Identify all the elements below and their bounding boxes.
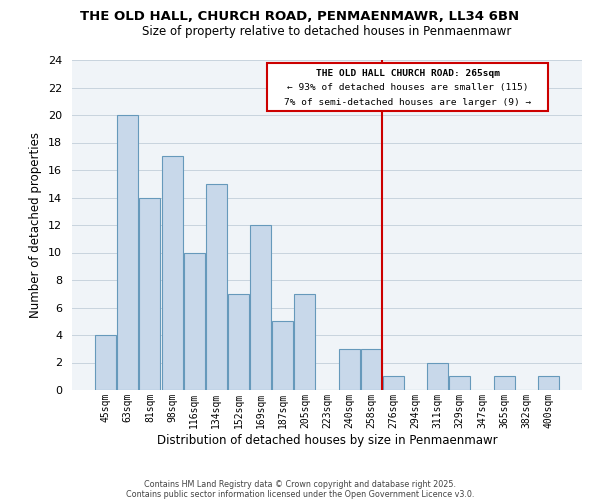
- FancyBboxPatch shape: [267, 62, 548, 111]
- Bar: [361, 349, 382, 390]
- Bar: [206, 184, 227, 390]
- Title: Size of property relative to detached houses in Penmaenmawr: Size of property relative to detached ho…: [142, 25, 512, 38]
- Bar: [383, 376, 404, 390]
- Bar: [272, 322, 293, 390]
- Bar: [228, 294, 249, 390]
- Bar: [95, 335, 116, 390]
- Bar: [538, 376, 559, 390]
- Text: Contains HM Land Registry data © Crown copyright and database right 2025.: Contains HM Land Registry data © Crown c…: [144, 480, 456, 489]
- Text: Contains public sector information licensed under the Open Government Licence v3: Contains public sector information licen…: [126, 490, 474, 499]
- Bar: [449, 376, 470, 390]
- Bar: [494, 376, 515, 390]
- Text: ← 93% of detached houses are smaller (115): ← 93% of detached houses are smaller (11…: [287, 84, 529, 92]
- Bar: [295, 294, 316, 390]
- Bar: [427, 362, 448, 390]
- Bar: [184, 252, 205, 390]
- Bar: [250, 225, 271, 390]
- Text: THE OLD HALL, CHURCH ROAD, PENMAENMAWR, LL34 6BN: THE OLD HALL, CHURCH ROAD, PENMAENMAWR, …: [80, 10, 520, 23]
- Bar: [139, 198, 160, 390]
- Text: THE OLD HALL CHURCH ROAD: 265sqm: THE OLD HALL CHURCH ROAD: 265sqm: [316, 69, 500, 78]
- Bar: [118, 115, 139, 390]
- X-axis label: Distribution of detached houses by size in Penmaenmawr: Distribution of detached houses by size …: [157, 434, 497, 446]
- Y-axis label: Number of detached properties: Number of detached properties: [29, 132, 43, 318]
- Text: 7% of semi-detached houses are larger (9) →: 7% of semi-detached houses are larger (9…: [284, 98, 532, 106]
- Bar: [161, 156, 182, 390]
- Bar: [338, 349, 359, 390]
